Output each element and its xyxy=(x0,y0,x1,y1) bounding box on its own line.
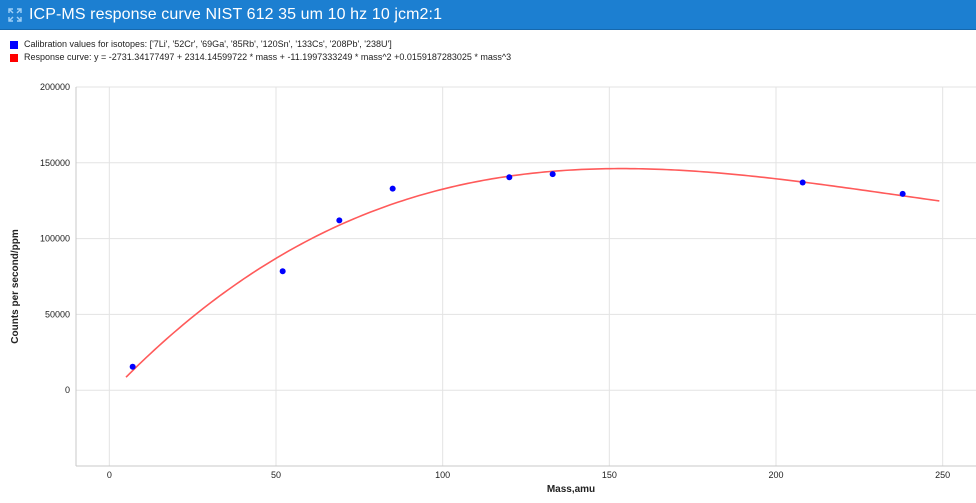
x-tick-label: 100 xyxy=(435,470,450,480)
tick-labels: 0 50 100 150 200 250 0 50000 100000 150000 200000 xyxy=(40,82,950,480)
x-tick-label: 0 xyxy=(107,470,112,480)
calibration-points-layer xyxy=(129,171,906,370)
grid-lines xyxy=(76,86,976,466)
legend-item-response-curve: Response curve: y = -2731.34177497 + 231… xyxy=(10,51,511,64)
y-tick-label: 0 xyxy=(65,385,70,395)
legend-label-calibration: Calibration values for isotopes: ['7Li',… xyxy=(24,39,392,49)
calibration-point xyxy=(336,217,343,224)
calibration-point xyxy=(129,363,136,370)
y-tick-label: 150000 xyxy=(40,158,70,168)
y-axis-title: Counts per second/ppm xyxy=(10,229,21,344)
y-tick-label: 100000 xyxy=(40,234,70,244)
legend-label-response-curve: Response curve: y = -2731.34177497 + 231… xyxy=(24,52,512,62)
calibration-point xyxy=(506,174,513,181)
y-tick-label: 50000 xyxy=(45,309,70,319)
legend-swatch-calibration xyxy=(10,40,18,49)
x-tick-label: 200 xyxy=(768,470,783,480)
calibration-point xyxy=(279,268,286,275)
calibration-point xyxy=(799,179,806,186)
response-curve-layer xyxy=(125,167,940,378)
calibration-point xyxy=(389,185,396,192)
x-tick-label: 250 xyxy=(935,470,950,480)
response-curve-line xyxy=(125,167,940,378)
chart-window-title: ICP-MS response curve NIST 612 35 um 10 … xyxy=(29,5,443,23)
legend-swatch-response-curve xyxy=(10,53,18,62)
title-bar: ICP-MS response curve NIST 612 35 um 10 … xyxy=(0,0,976,30)
calibration-point xyxy=(899,190,906,197)
x-tick-label: 150 xyxy=(602,470,617,480)
expand-arrows-icon[interactable] xyxy=(7,7,23,23)
legend-item-calibration: Calibration values for isotopes: ['7Li',… xyxy=(10,38,511,51)
y-tick-label: 200000 xyxy=(40,82,70,92)
x-tick-label: 50 xyxy=(271,470,281,480)
calibration-point xyxy=(549,171,556,178)
x-axis-title: Mass,amu xyxy=(547,484,595,495)
axes xyxy=(75,87,976,467)
chart-legend: Calibration values for isotopes: ['7Li',… xyxy=(10,38,511,64)
